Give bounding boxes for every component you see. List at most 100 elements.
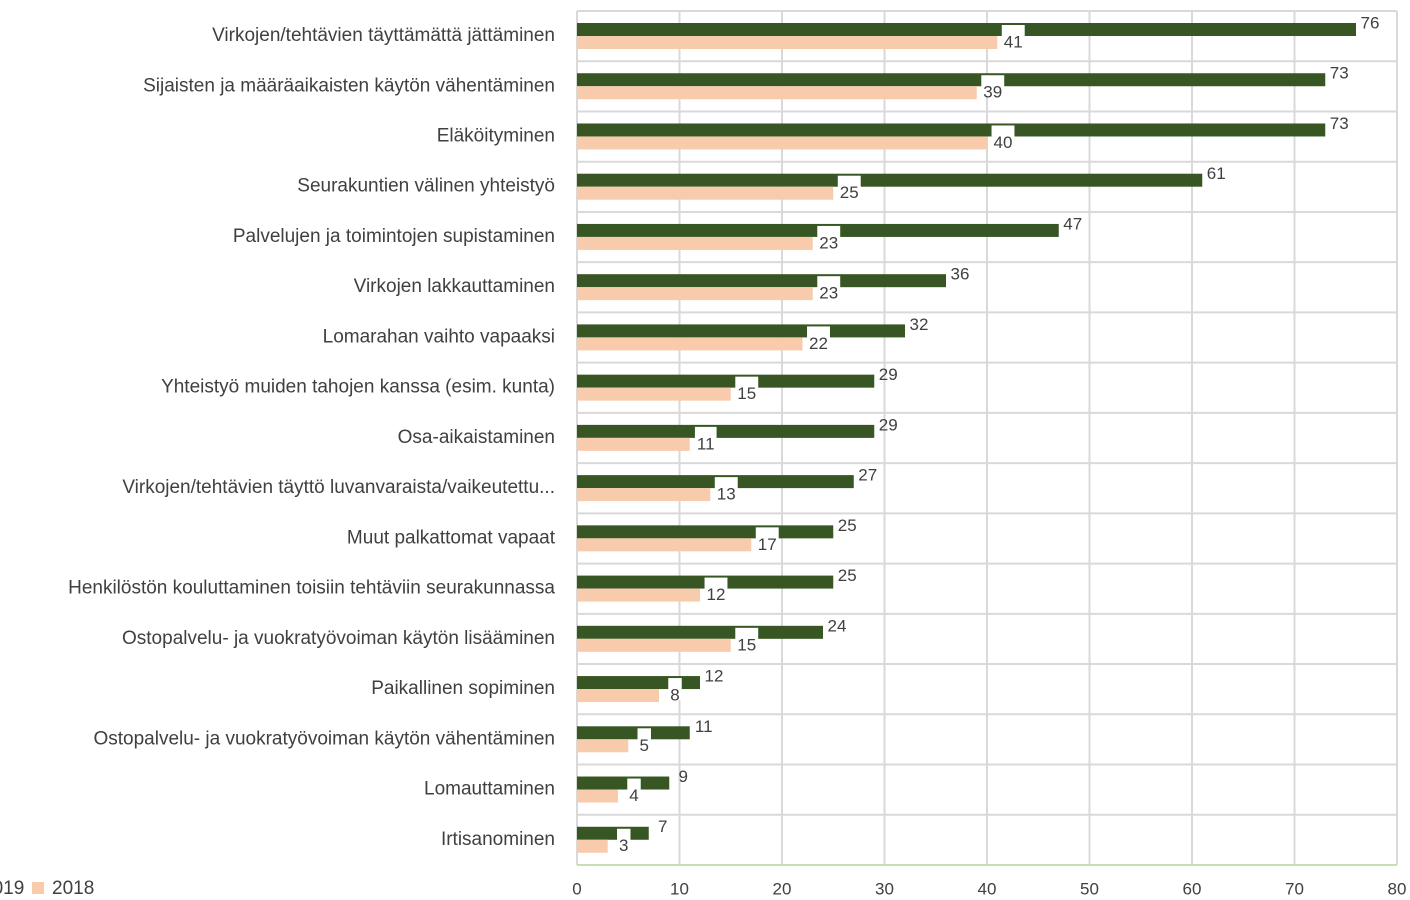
value-label-bg	[981, 75, 1005, 98]
category-label: Ostopalvelu- ja vuokratyövoiman käytön v…	[93, 728, 555, 749]
value-label: 73	[1330, 64, 1349, 83]
category-label: Osa-aikaistaminen	[398, 427, 555, 448]
legend-label: 2018	[52, 878, 94, 899]
category-label: Irtisanominen	[441, 829, 555, 850]
value-label: 23	[819, 233, 838, 252]
category-label: Paikallinen sopiminen	[371, 678, 555, 699]
category-label: Yhteistyö muiden tahojen kanssa (esim. k…	[161, 377, 555, 398]
value-label: 27	[858, 466, 877, 485]
value-label: 7	[658, 817, 667, 836]
category-label: Palvelujen ja toimintojen supistaminen	[233, 226, 555, 247]
bar	[577, 525, 834, 539]
value-label: 13	[717, 485, 736, 504]
bar	[577, 424, 875, 438]
bar	[577, 36, 998, 49]
bar	[577, 588, 700, 602]
value-label-bg	[755, 527, 779, 550]
value-label: 9	[679, 767, 688, 786]
x-tick-label: 70	[1285, 879, 1304, 898]
x-tick-label: 30	[875, 879, 894, 898]
x-tick-label: 80	[1388, 879, 1407, 898]
value-label: 32	[910, 315, 929, 334]
bar	[577, 625, 823, 639]
bar	[577, 437, 690, 451]
value-label-bg	[668, 678, 682, 701]
value-label: 22	[809, 334, 828, 353]
x-tick-label: 10	[670, 879, 689, 898]
value-label: 17	[758, 535, 777, 554]
value-label: 73	[1330, 114, 1349, 133]
bar	[577, 73, 1326, 87]
value-label: 36	[951, 265, 970, 284]
x-tick-label: 20	[773, 879, 792, 898]
value-label: 39	[983, 83, 1002, 102]
bar	[577, 173, 1203, 187]
bar	[577, 324, 905, 338]
value-label: 3	[619, 836, 628, 855]
value-label: 12	[707, 585, 726, 604]
category-label: Sijaisten ja määräaikaisten käytön vähen…	[143, 75, 555, 96]
bar	[577, 23, 1356, 36]
value-label: 29	[879, 365, 898, 384]
value-label-bg	[817, 276, 841, 299]
value-label-bg	[991, 125, 1015, 148]
bar	[577, 387, 731, 401]
category-label: Lomarahan vaihto vapaaksi	[323, 326, 555, 347]
category-label: Muut palkattomat vapaat	[347, 527, 556, 548]
legend-swatch	[32, 882, 44, 894]
value-label: 23	[819, 284, 838, 303]
value-label-bg	[714, 477, 738, 500]
x-tick-label: 60	[1183, 879, 1202, 898]
value-label: 41	[1004, 32, 1023, 51]
bar	[577, 186, 834, 200]
value-label-bg	[807, 326, 830, 349]
bar	[577, 538, 752, 552]
value-label: 15	[737, 384, 756, 403]
category-label: Virkojen/tehtävien täyttö luvanvaraista/…	[122, 477, 555, 498]
bar	[577, 726, 690, 740]
value-label-bg	[735, 376, 759, 399]
value-label-bg	[627, 778, 641, 801]
value-label: 24	[828, 616, 847, 635]
category-label: Lomauttaminen	[424, 779, 555, 800]
value-label-bg	[617, 828, 631, 851]
value-label: 40	[994, 133, 1013, 152]
value-label-bg	[735, 627, 759, 650]
x-tick-label: 50	[1080, 879, 1099, 898]
bar	[577, 136, 987, 150]
x-tick-label: 40	[978, 879, 997, 898]
value-label-bg	[837, 175, 861, 198]
category-label: Henkilöstön kouluttaminen toisiin tehtäv…	[68, 578, 555, 599]
value-label: 12	[705, 667, 724, 686]
value-label: 29	[879, 415, 898, 434]
value-label: 61	[1207, 164, 1226, 183]
bar	[577, 689, 659, 703]
bar	[577, 287, 813, 301]
bar	[577, 337, 803, 351]
bar	[577, 789, 618, 803]
category-label: Ostopalvelu- ja vuokratyövoiman käytön l…	[122, 628, 555, 649]
value-label-bg	[704, 577, 728, 600]
value-label: 25	[838, 516, 857, 535]
value-label: 5	[640, 736, 649, 755]
bar	[577, 839, 608, 853]
bar	[577, 739, 629, 753]
value-label: 47	[1063, 214, 1082, 233]
bar	[577, 826, 649, 840]
category-label: Virkojen/tehtävien täyttämättä jättämine…	[212, 25, 555, 46]
value-label: 4	[629, 786, 638, 805]
bar	[577, 488, 711, 502]
bar	[577, 236, 813, 250]
value-label-bg	[694, 426, 717, 449]
value-label-bg	[637, 728, 651, 751]
value-label: 8	[670, 686, 679, 705]
value-label-bg	[817, 225, 841, 248]
bar	[577, 638, 731, 652]
value-label: 11	[697, 434, 715, 453]
bar	[577, 123, 1326, 137]
value-label: 11	[695, 717, 713, 736]
x-tick-label: 0	[572, 879, 581, 898]
value-label-bg	[1001, 25, 1025, 47]
category-label: Virkojen lakkauttaminen	[354, 276, 555, 297]
